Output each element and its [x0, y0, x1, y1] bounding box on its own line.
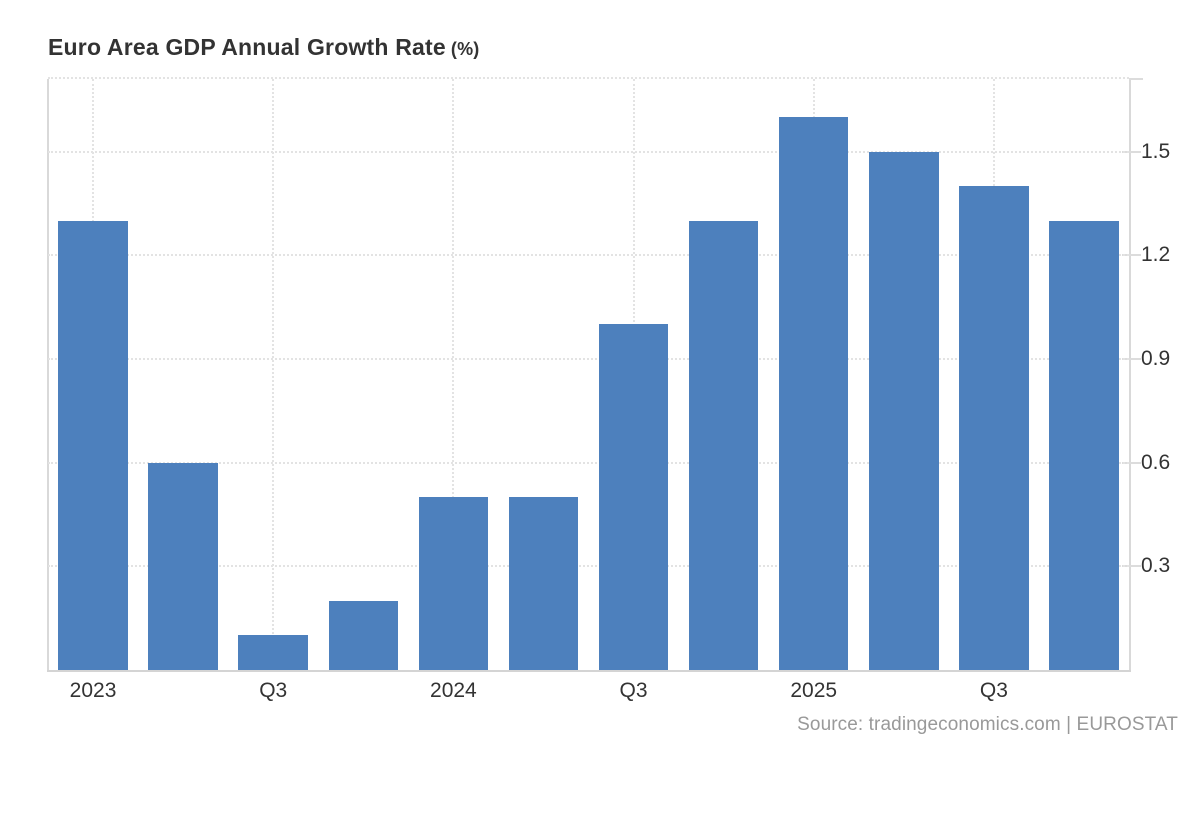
y-axis-label: 1.2: [1141, 243, 1171, 267]
y-axis-tick: [1122, 461, 1141, 464]
y-axis-tick: [1122, 150, 1141, 153]
bar: [1049, 220, 1119, 670]
x-axis-label: Q3: [979, 679, 1008, 702]
y-axis-label: 0.9: [1141, 346, 1171, 370]
bar: [418, 497, 489, 670]
y-axis-label: 0.6: [1141, 450, 1171, 474]
y-axis-tick: [1122, 565, 1141, 568]
y-axis-top-tick: [1129, 78, 1143, 80]
bar: [688, 220, 759, 670]
chart-title-unit: (%): [450, 39, 480, 59]
v-gridline: [452, 79, 455, 670]
plot-area: [48, 79, 1129, 670]
y-axis-label: 1.5: [1141, 139, 1171, 163]
x-axis-label: 2025: [790, 679, 838, 702]
bar: [238, 635, 308, 670]
bar: [778, 117, 849, 670]
h-gridline: [48, 565, 1129, 568]
bar: [869, 151, 939, 670]
y-axis-tick: [1122, 357, 1141, 360]
y-axis-line: [1129, 79, 1131, 671]
bar: [508, 497, 579, 670]
h-gridline: [48, 150, 1129, 153]
x-axis-label: Q3: [619, 679, 648, 702]
bar: [148, 462, 218, 670]
h-gridline: [48, 357, 1129, 360]
y-axis-tick: [1122, 254, 1141, 257]
bar: [598, 324, 669, 670]
bar: [58, 220, 128, 670]
bar: [959, 186, 1029, 670]
chart-title-text: Euro Area GDP Annual Growth Rate: [48, 34, 446, 60]
v-gridline: [272, 79, 275, 670]
h-gridline: [48, 461, 1129, 464]
x-axis-label: Q3: [259, 679, 288, 702]
chart-title: Euro Area GDP Annual Growth Rate (%): [48, 34, 479, 61]
bar: [328, 600, 399, 670]
plot-left-border: [47, 79, 49, 670]
x-axis-label: 2023: [69, 679, 117, 702]
x-axis-line: [47, 670, 1131, 672]
y-axis-label: 0.3: [1141, 554, 1171, 578]
x-axis-label: 2024: [430, 679, 477, 702]
source-attribution: Source: tradingeconomics.com | EUROSTAT: [797, 714, 1178, 735]
plot-top-border: [48, 77, 1129, 79]
h-gridline: [48, 254, 1129, 257]
